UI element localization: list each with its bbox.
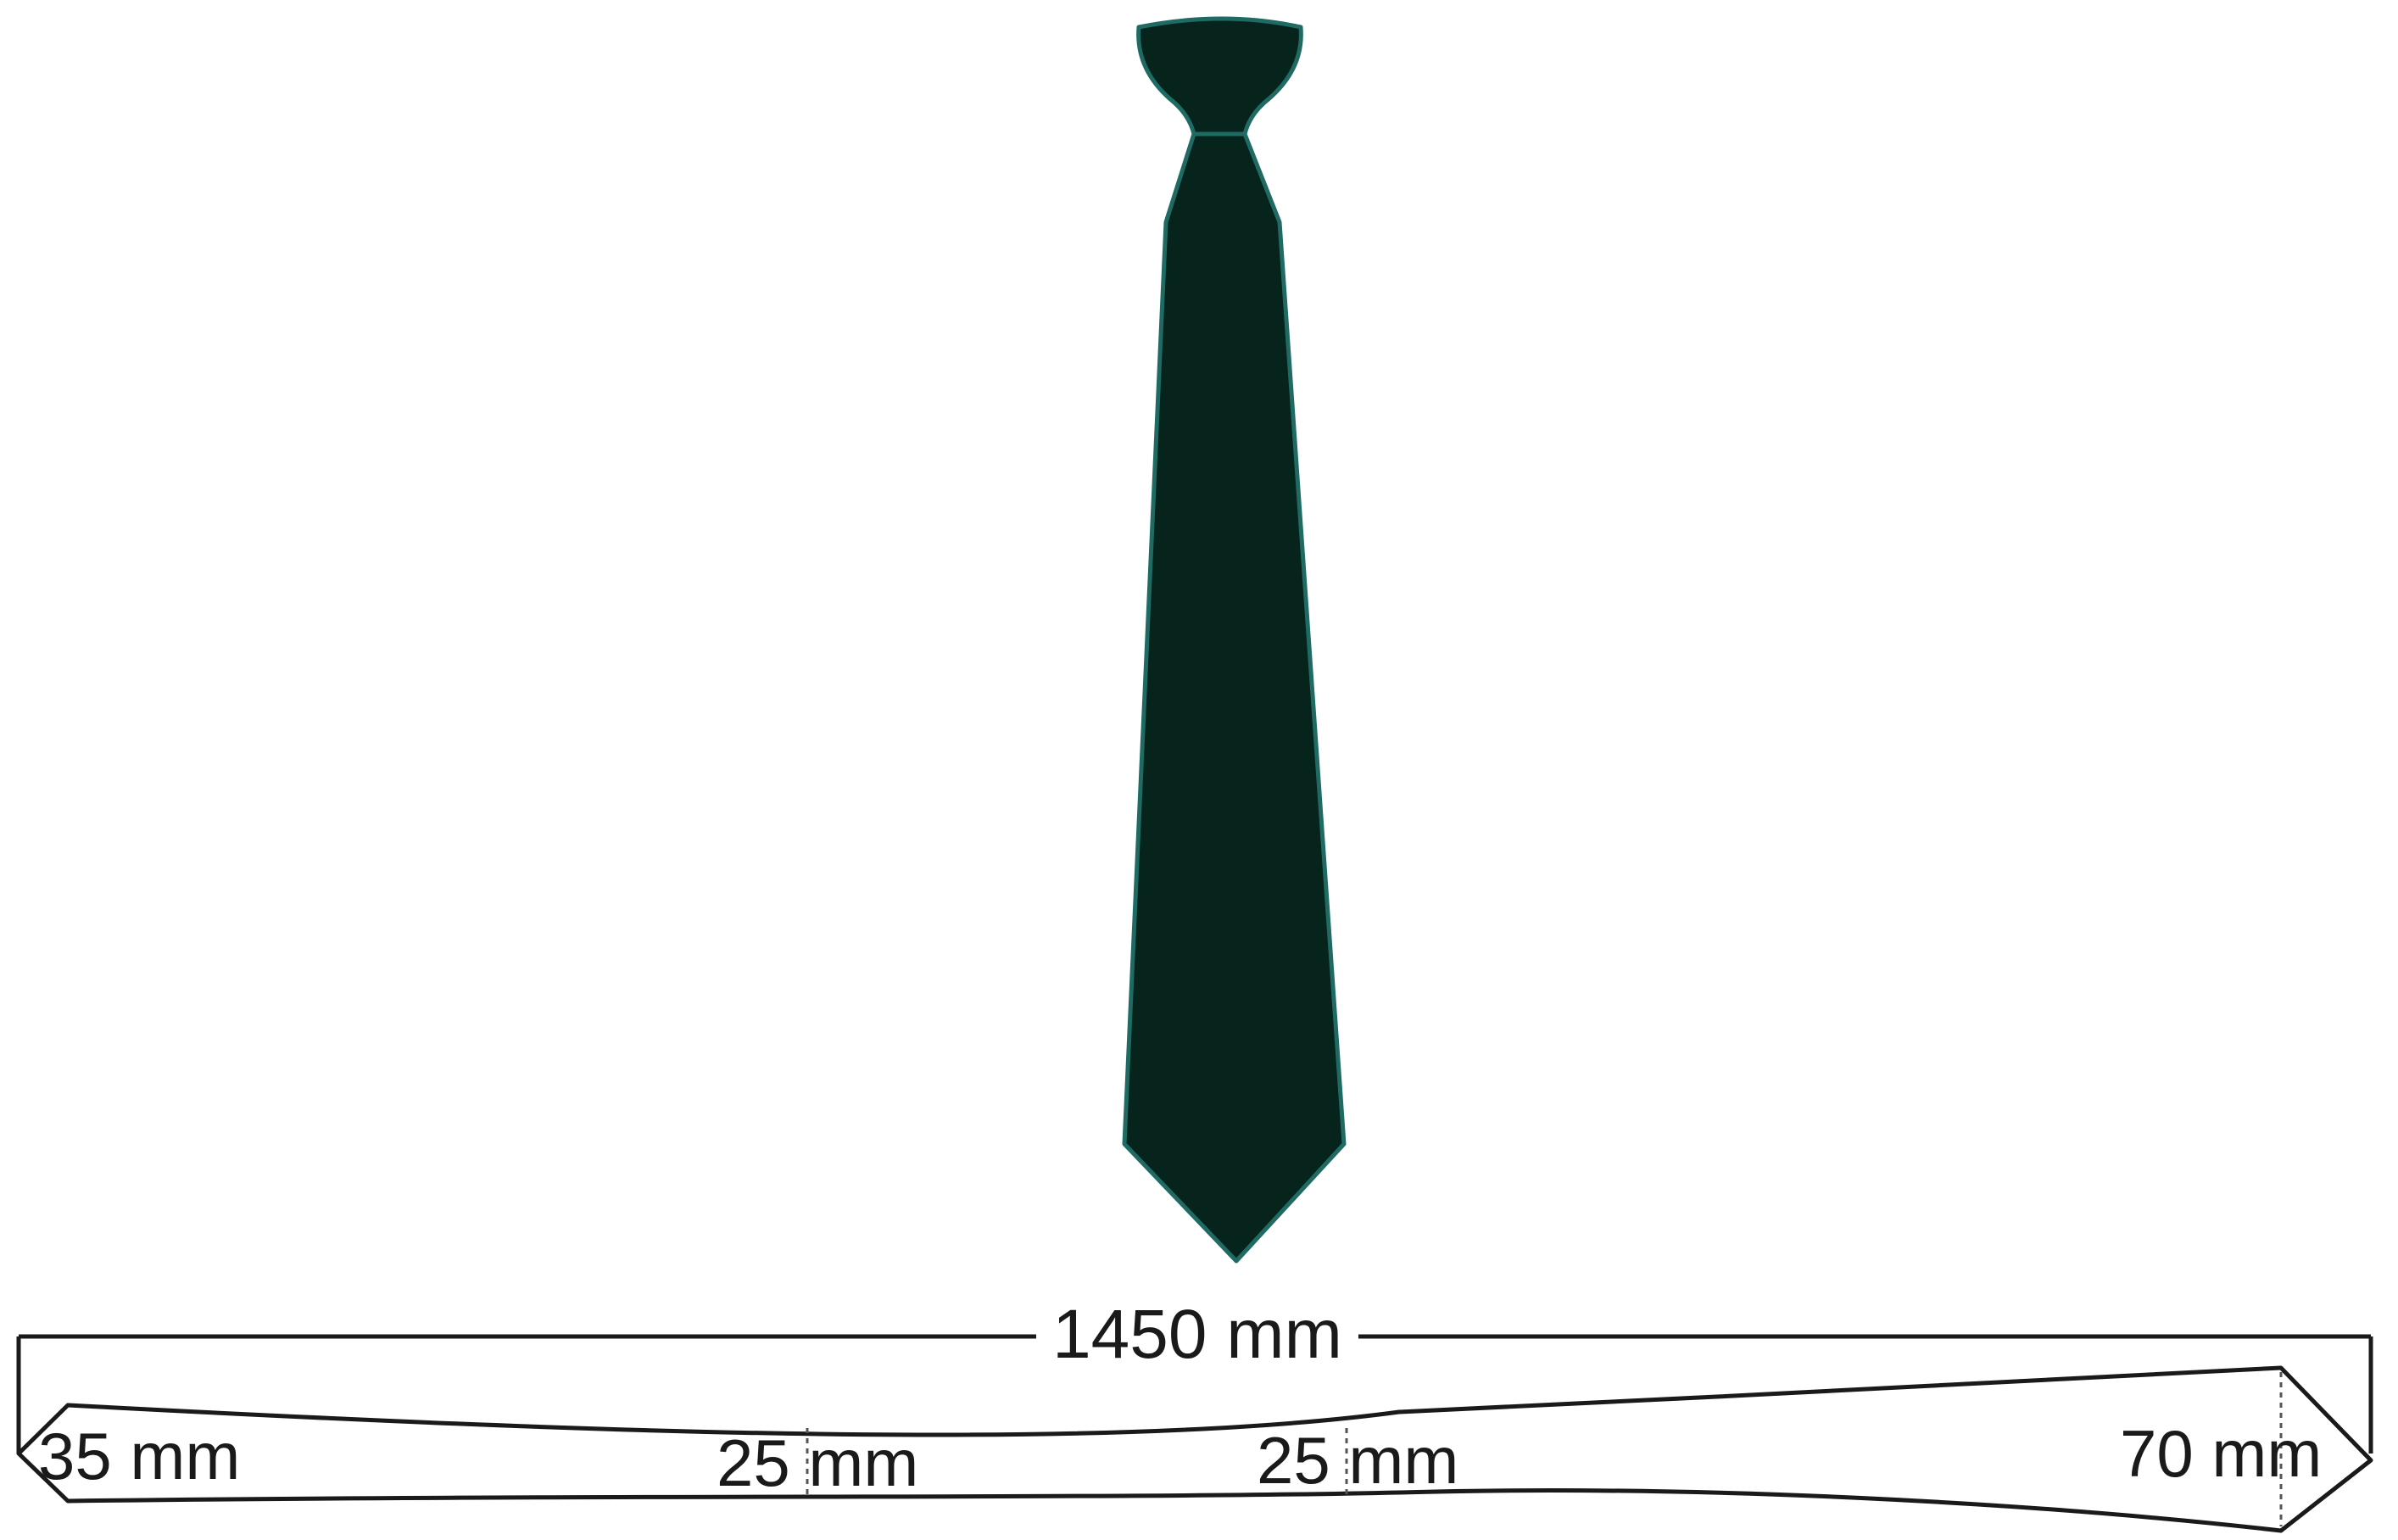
flat-tie-outline	[16, 1365, 2373, 1533]
length-dimension: 1450 mm	[16, 1296, 2373, 1454]
tie-knot	[1136, 16, 1303, 137]
tied-tie-illustration	[1122, 16, 1347, 1264]
width-label-narrow-end: 35 mm	[38, 1419, 240, 1493]
width-label-wide-end: 70 mm	[2120, 1416, 2322, 1491]
tie-blade	[1122, 131, 1347, 1264]
width-label-center-right: 25 mm	[1257, 1423, 1458, 1498]
flat-tie-shape	[16, 1365, 2373, 1533]
total-length-label: 1450 mm	[1052, 1296, 1342, 1373]
width-labels: 35 mm 25 mm 25 mm 70 mm	[38, 1416, 2322, 1500]
width-label-center-left: 25 mm	[717, 1426, 918, 1500]
